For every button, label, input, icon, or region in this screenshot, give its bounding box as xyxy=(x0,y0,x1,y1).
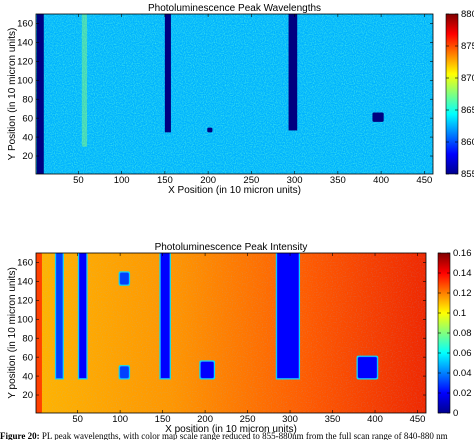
colorbar-tick-label-860: 860 xyxy=(461,137,474,148)
feature-band-2 xyxy=(164,14,171,133)
y-tick-label-40: 40 xyxy=(22,132,33,143)
feature-edge-1 xyxy=(36,253,42,413)
x-tick-label-150: 150 xyxy=(157,175,173,186)
x-tick-label-300: 300 xyxy=(287,175,303,186)
feature-band-3 xyxy=(79,253,87,378)
x-tick-label-100: 100 xyxy=(112,414,128,425)
feature-square-4 xyxy=(372,112,384,122)
plot-frame xyxy=(35,252,427,414)
colorbar-tick-label-0.14: 0.14 xyxy=(453,268,472,279)
y-tick-label-80: 80 xyxy=(22,333,33,344)
x-tick-label-400: 400 xyxy=(367,414,383,425)
heatmap-image xyxy=(36,253,426,413)
colorbar-tick-label-870: 870 xyxy=(461,73,474,84)
colorbar xyxy=(445,13,459,175)
x-tick-label-250: 250 xyxy=(243,175,259,186)
feature-band-5 xyxy=(277,253,299,378)
y-tick-label-60: 60 xyxy=(22,352,33,363)
y-tick-label-100: 100 xyxy=(17,314,33,325)
colorbar-tick-label-880: 880 xyxy=(461,9,474,20)
x-tick-label-200: 200 xyxy=(200,175,216,186)
feature-band-3 xyxy=(288,14,298,131)
chart-panel-2: 50 100 150 200 250 300 350 400 450 20 40 60 80 100 120… xyxy=(7,242,472,435)
caption-text: PL peak wavelengths, with color map scal… xyxy=(39,432,448,440)
feature-square-7 xyxy=(358,357,377,378)
y-tick-label-20: 20 xyxy=(22,390,33,401)
x-tick-label-100: 100 xyxy=(114,175,130,186)
x-tick-label-450: 450 xyxy=(410,414,426,425)
y-axis-label: Y Position (in 10 micron units) xyxy=(7,28,18,161)
y-tick-label-80: 80 xyxy=(22,94,33,105)
x-axis-label: X Position (in 10 micron units) xyxy=(168,185,301,196)
y-tick-label-120: 120 xyxy=(17,57,33,68)
x-tick-label-50: 50 xyxy=(72,414,83,425)
feature-dot-8 xyxy=(120,272,129,285)
plot-frame xyxy=(35,13,434,175)
x-tick-label-350: 350 xyxy=(325,414,341,425)
feature-square-6 xyxy=(200,361,214,378)
heatmap-noise xyxy=(36,14,433,174)
chart-panel-1: 50 100 150 200 250 300 350 400 450 20 40 60 80 100 120… xyxy=(7,3,474,196)
x-tick-label-300: 300 xyxy=(282,414,298,425)
chart-title: Photoluminescence Peak Wavelengths xyxy=(148,3,321,14)
y-tick-label-40: 40 xyxy=(22,371,33,382)
x-tick-label-200: 200 xyxy=(197,414,213,425)
figure-caption: Figure 20: PL peak wavelengths, with col… xyxy=(0,432,474,440)
colorbar-tick-label-0: 0 xyxy=(453,408,458,419)
x-tick-label-250: 250 xyxy=(240,414,256,425)
heatmap-image xyxy=(36,14,433,174)
x-tick-label-400: 400 xyxy=(373,175,389,186)
feature-band-1 xyxy=(36,14,44,174)
colorbar-tick-label-0.12: 0.12 xyxy=(453,288,472,299)
y-tick-label-100: 100 xyxy=(17,75,33,86)
colorbar-tick-label-0.02: 0.02 xyxy=(453,388,472,399)
colorbar-tick-label-0.04: 0.04 xyxy=(453,368,472,379)
colorbar-tick-label-855: 855 xyxy=(461,169,474,180)
chart-title: Photoluminescence Peak Intensity xyxy=(155,242,308,253)
y-axis-label: Y position (in 10 micron units) xyxy=(7,267,18,399)
x-tick-label-50: 50 xyxy=(73,175,84,186)
colorbar-tick-label-0.16: 0.16 xyxy=(453,248,472,259)
x-tick-label-150: 150 xyxy=(155,414,171,425)
x-axis-label: X position (in 10 micron units) xyxy=(165,424,297,435)
feature-dot-9 xyxy=(120,366,129,378)
y-tick-label-140: 140 xyxy=(17,38,33,49)
y-tick-label-60: 60 xyxy=(22,113,33,124)
y-tick-label-160: 160 xyxy=(17,258,33,269)
feature-band-2 xyxy=(56,253,63,378)
y-tick-label-120: 120 xyxy=(17,296,33,307)
colorbar-tick-label-0.06: 0.06 xyxy=(453,348,472,359)
feature-dot-5 xyxy=(207,127,213,133)
feature-band-4 xyxy=(160,253,170,378)
y-tick-label-160: 160 xyxy=(17,19,33,30)
caption-label: Figure 20: xyxy=(0,432,40,440)
colorbar-tick-label-875: 875 xyxy=(461,41,474,52)
colorbar-tick-label-0.1: 0.1 xyxy=(453,308,466,319)
y-tick-label-140: 140 xyxy=(17,277,33,288)
feature-streak-6 xyxy=(81,14,88,147)
colorbar-tick-label-0.08: 0.08 xyxy=(453,328,472,339)
x-tick-label-350: 350 xyxy=(330,175,346,186)
y-tick-label-20: 20 xyxy=(22,151,33,162)
colorbar-tick-label-865: 865 xyxy=(461,105,474,116)
heatmap-noise xyxy=(36,253,426,413)
x-tick-label-450: 450 xyxy=(416,175,432,186)
